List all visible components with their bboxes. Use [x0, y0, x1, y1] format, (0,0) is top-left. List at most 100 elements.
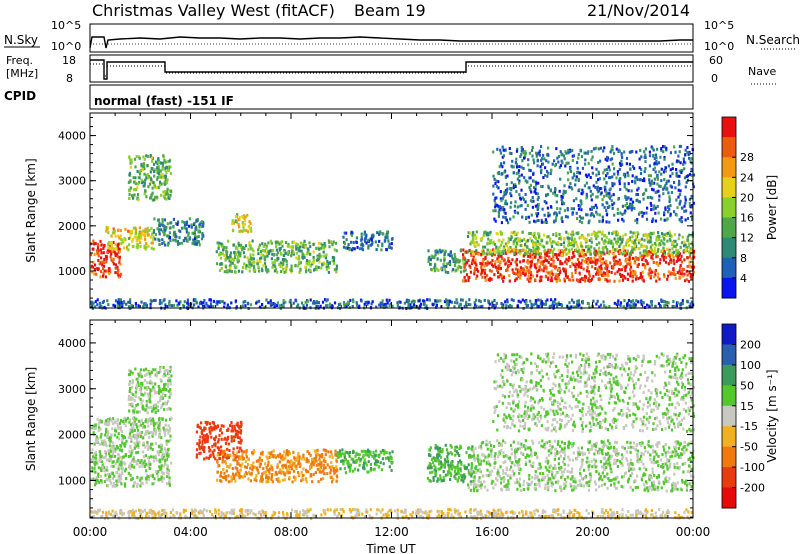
- range-cell: [151, 241, 154, 245]
- range-cell: [548, 251, 551, 255]
- range-cell: [618, 182, 621, 186]
- range-cell: [594, 258, 597, 262]
- range-cell: [100, 420, 103, 424]
- range-cell: [505, 218, 508, 222]
- range-cell: [686, 178, 689, 182]
- range-cell: [603, 234, 606, 238]
- range-cell: [550, 279, 553, 283]
- range-cell: [547, 211, 550, 215]
- range-cell: [249, 265, 252, 269]
- range-cell: [475, 240, 478, 244]
- range-cell: [108, 267, 111, 271]
- range-cell: [241, 229, 244, 233]
- range-cell: [398, 300, 401, 304]
- range-cell: [679, 302, 683, 306]
- range-cell: [663, 178, 666, 182]
- range-cell: [144, 227, 147, 231]
- range-cell: [684, 185, 687, 189]
- range-cell: [509, 262, 513, 266]
- range-cell: [609, 150, 612, 154]
- range-cell: [543, 266, 546, 270]
- range-cell: [381, 244, 384, 248]
- range-cell: [112, 262, 115, 266]
- range-cell: [678, 202, 681, 206]
- range-cell: [258, 305, 261, 309]
- range-cell: [150, 166, 153, 170]
- range-cell: [113, 231, 116, 235]
- range-cell: [629, 203, 632, 207]
- range-cell: [136, 475, 139, 479]
- range-cell: [108, 438, 111, 442]
- range-cell: [110, 418, 113, 422]
- range-cell: [665, 234, 668, 238]
- range-cell: [501, 208, 504, 212]
- range-cell: [100, 460, 103, 463]
- range-cell: [664, 166, 667, 170]
- range-cell: [109, 479, 112, 483]
- range-cell: [599, 251, 602, 255]
- range-cell: [93, 452, 96, 456]
- range-cell: [308, 241, 311, 245]
- range-cell: [163, 158, 166, 162]
- range-cell: [615, 240, 618, 244]
- range-cell: [559, 262, 562, 266]
- range-cell: [129, 430, 132, 434]
- range-cell: [537, 305, 540, 308]
- range-cell: [663, 218, 666, 222]
- range-cell: [129, 186, 133, 190]
- range-cell: [297, 303, 300, 307]
- range-cell: [650, 300, 653, 304]
- range-cell: [138, 226, 141, 230]
- range-cell: [596, 234, 600, 238]
- range-cell: [96, 266, 99, 270]
- range-cell: [242, 266, 245, 269]
- range-cell: [639, 148, 642, 152]
- range-cell: [656, 249, 660, 253]
- range-cell: [129, 454, 132, 458]
- range-cell: [575, 243, 578, 246]
- range-cell: [604, 245, 608, 249]
- range-cell: [531, 240, 535, 244]
- range-cell: [676, 252, 679, 256]
- range-cell: [613, 167, 616, 171]
- range-cell: [530, 213, 533, 217]
- range-cell: [542, 220, 545, 224]
- range-cell: [156, 195, 159, 199]
- range-cell: [302, 244, 305, 248]
- range-cell: [602, 194, 606, 198]
- range-cell: [480, 264, 483, 268]
- range-cell: [124, 453, 127, 456]
- range-cell: [597, 189, 600, 193]
- range-cell: [118, 437, 121, 441]
- range-cell: [349, 298, 352, 302]
- range-cell: [590, 233, 593, 236]
- range-cell: [445, 302, 449, 306]
- range-cell: [500, 274, 503, 278]
- range-cell: [157, 453, 160, 457]
- range-cell: [109, 447, 112, 451]
- range-cell: [618, 268, 621, 272]
- range-cell: [298, 249, 301, 253]
- range-cell: [614, 261, 618, 265]
- range-cell: [497, 214, 500, 218]
- range-cell: [581, 258, 584, 262]
- range-cell: [156, 474, 159, 478]
- range-cell: [248, 269, 251, 273]
- range-cell: [158, 175, 161, 179]
- range-cell: [655, 238, 658, 242]
- range-cell: [678, 233, 681, 237]
- range-cell: [628, 255, 631, 259]
- range-cell: [598, 213, 601, 217]
- range-cell: [568, 278, 571, 282]
- range-cell: [681, 301, 684, 305]
- range-cell: [484, 278, 487, 282]
- range-cell: [418, 299, 421, 303]
- range-cell: [153, 427, 156, 431]
- range-cell: [381, 299, 384, 303]
- range-cell: [542, 260, 545, 263]
- range-cell: [257, 265, 260, 269]
- range-cell: [480, 271, 483, 275]
- range-cell: [672, 272, 675, 276]
- range-cell: [274, 265, 277, 269]
- range-cell: [608, 194, 611, 198]
